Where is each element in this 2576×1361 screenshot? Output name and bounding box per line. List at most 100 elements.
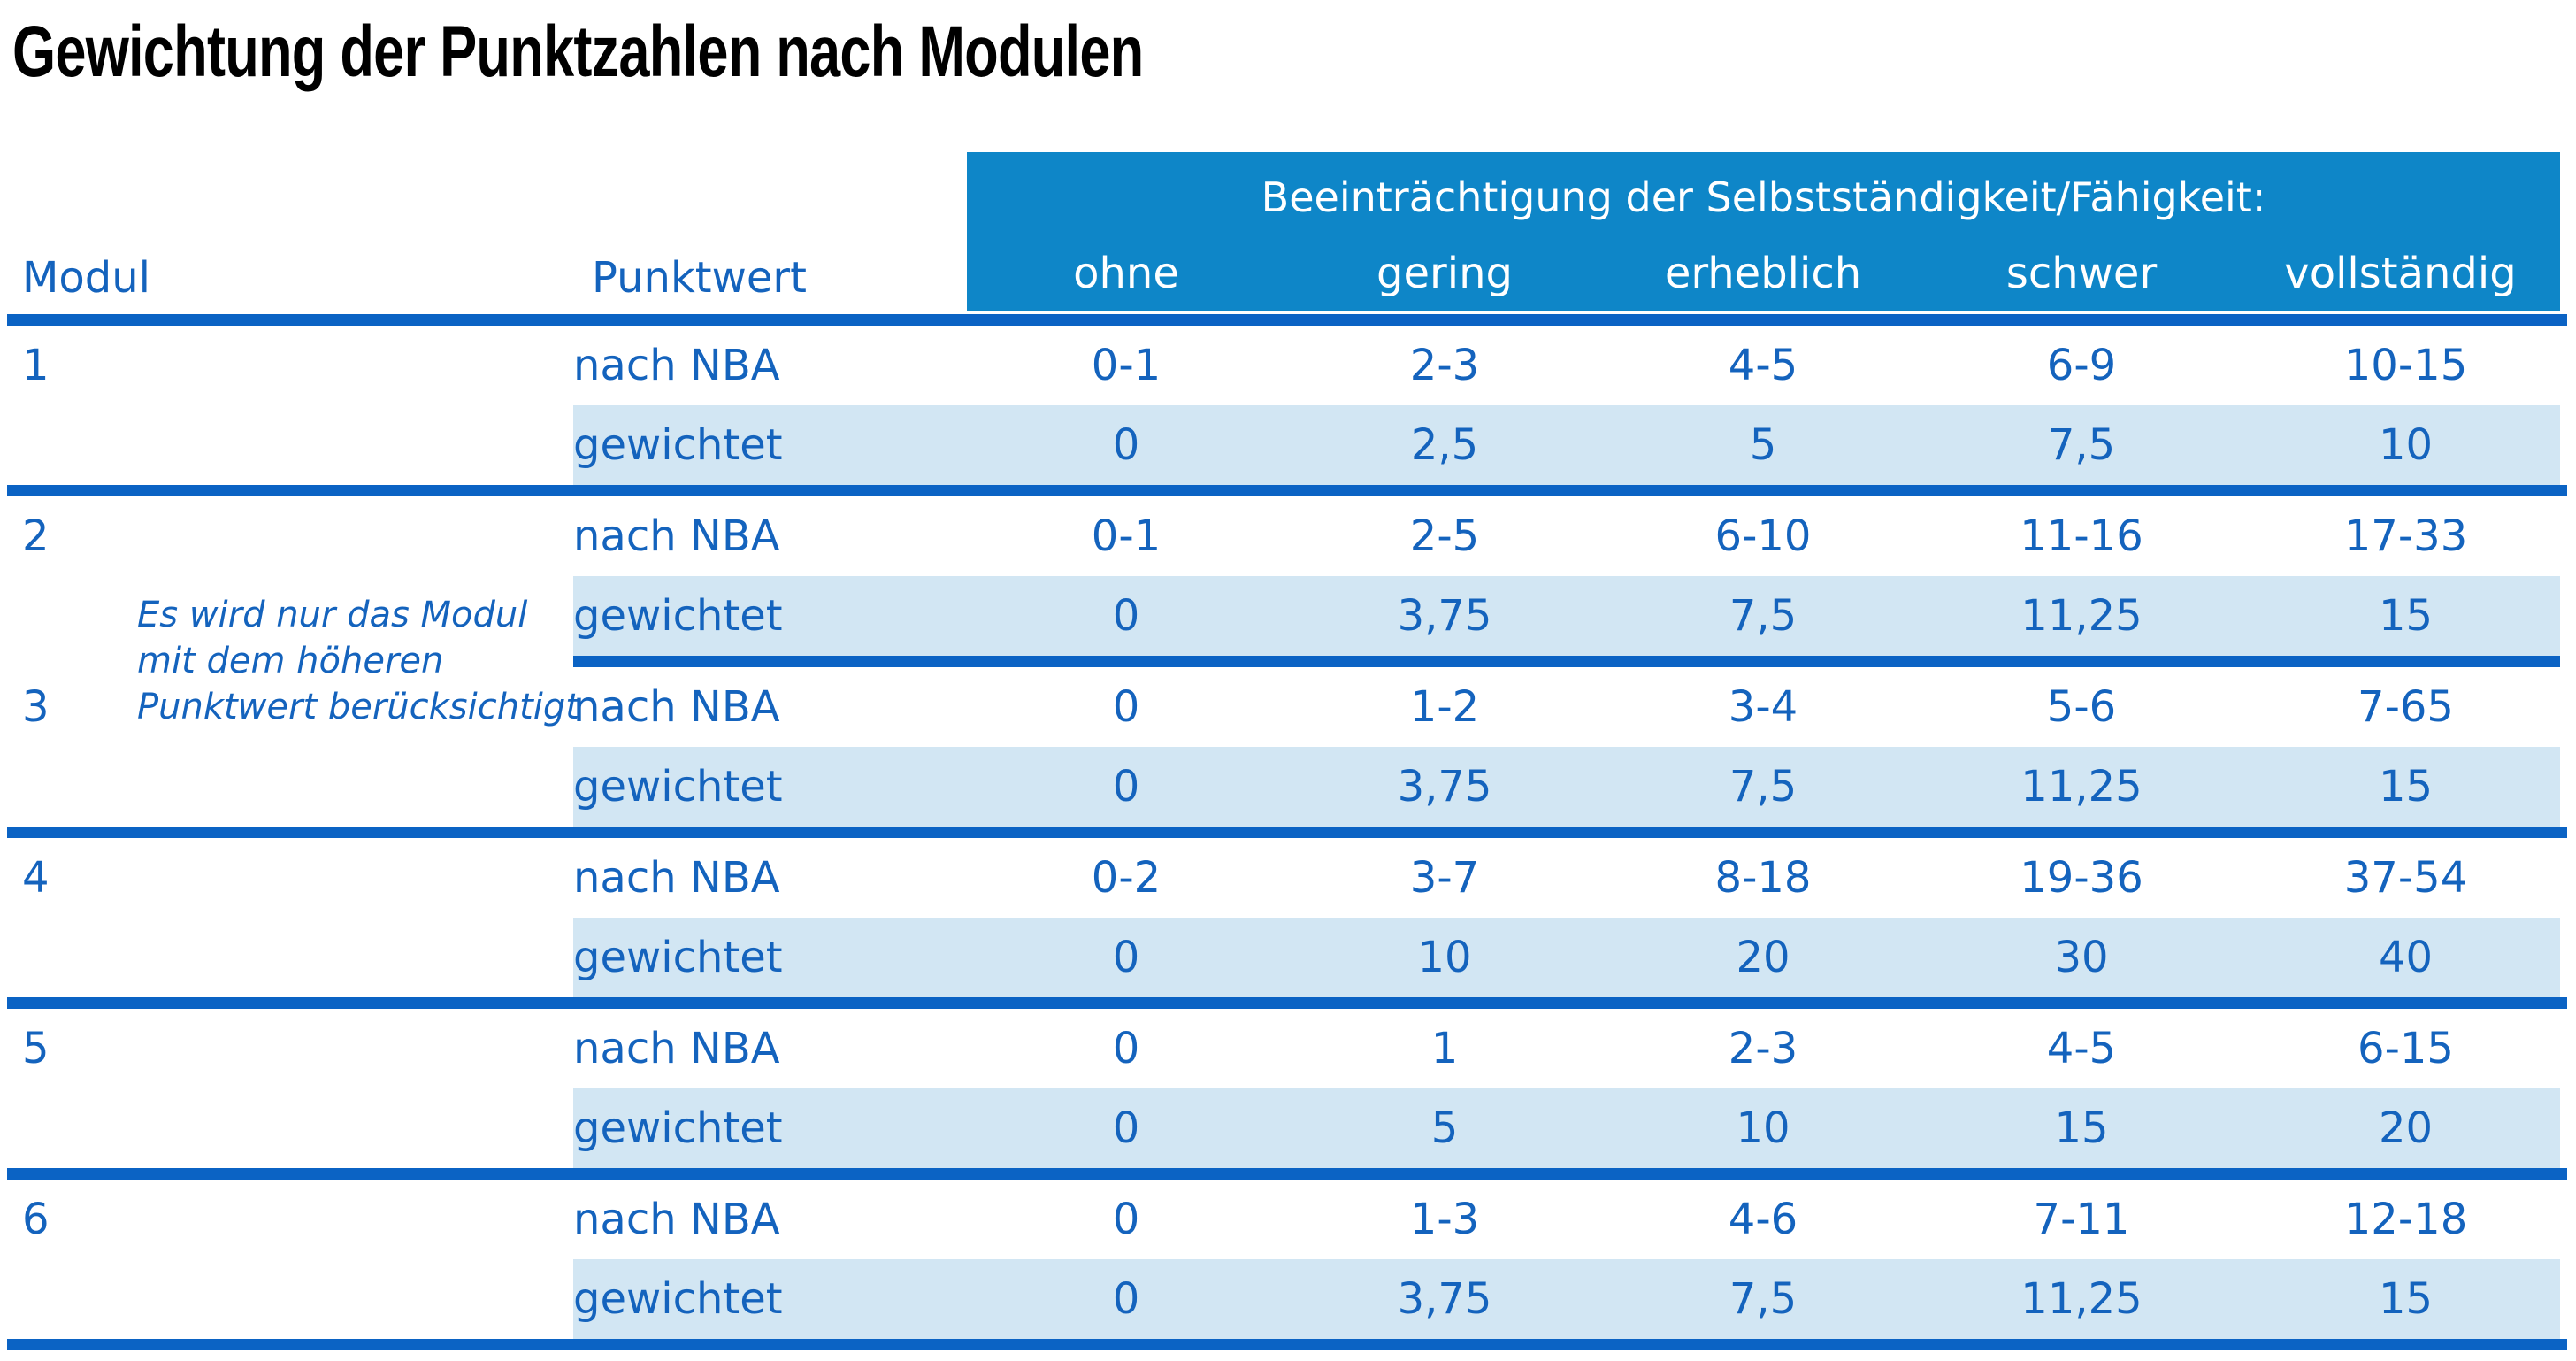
value-cell: 7-65 xyxy=(2358,682,2454,732)
table-row-module5-nba: 5 nach NBA 0 1 2-3 4-5 6-15 xyxy=(0,1009,2576,1088)
value-cell: 7-11 xyxy=(2033,1195,2130,1244)
table-body: 1 nach NBA 0-1 2-3 4-5 6-9 10-15 gewicht… xyxy=(0,326,2576,1350)
module-number: 3 xyxy=(22,682,50,732)
group-divider-partial xyxy=(573,656,2560,667)
value-cell: 0 xyxy=(1112,762,1140,811)
row-label: gewichtet xyxy=(573,1274,783,1324)
note-line-3: Punktwert berücksichtigt xyxy=(137,687,579,727)
value-cell: 10 xyxy=(1736,1103,1790,1153)
value-cell: 4-6 xyxy=(1728,1195,1798,1244)
page-title: Gewichtung der Punktzahlen nach Modulen xyxy=(12,12,1144,92)
row-label: gewichtet xyxy=(573,591,783,641)
module-number-empty xyxy=(0,1259,573,1339)
value-cell: 0 xyxy=(1112,1103,1140,1153)
row-label: nach NBA xyxy=(573,682,780,732)
table-row-module2-nba: 2 nach NBA 0-1 2-5 6-10 11-16 17-33 xyxy=(0,496,2576,576)
module-number: 2 xyxy=(22,511,50,561)
value-cell: 6-9 xyxy=(2046,341,2117,390)
impairment-header-label: Beeinträchtigung der Selbstständigkeit/F… xyxy=(1261,173,2266,221)
value-cell: 1 xyxy=(1430,1024,1459,1073)
module-number: 6 xyxy=(22,1195,50,1244)
value-cell: 40 xyxy=(2378,933,2434,982)
table-bottom-rule xyxy=(7,1339,2567,1350)
value-cell: 6-10 xyxy=(1714,511,1812,561)
value-cell: 0 xyxy=(1112,1274,1140,1324)
impairment-level-header-row: ohne gering erheblich schwer vollständig xyxy=(967,249,2560,298)
value-cell: 19-36 xyxy=(2020,853,2143,903)
row-label: nach NBA xyxy=(573,1195,780,1244)
value-cell: 10-15 xyxy=(2343,341,2468,390)
column-header-punktwert: Punktwert xyxy=(592,253,807,303)
value-cell: 5 xyxy=(1749,420,1777,470)
row-label: nach NBA xyxy=(573,341,780,390)
value-cell: 0 xyxy=(1112,1024,1140,1073)
module-2-3-note: Es wird nur das Modul mit dem höheren Pu… xyxy=(137,592,597,730)
value-cell: 1-2 xyxy=(1409,682,1480,732)
value-cell: 7,5 xyxy=(1729,762,1798,811)
table-row-module3-weighted: gewichtet 0 3,75 7,5 11,25 15 xyxy=(0,747,2576,827)
value-cell: 11,25 xyxy=(2020,591,2143,641)
value-cell: 3,75 xyxy=(1397,591,1492,641)
note-line-1: Es wird nur das Modul xyxy=(137,595,528,635)
module-number: 5 xyxy=(22,1024,50,1073)
value-cell: 4-5 xyxy=(1728,341,1798,390)
value-cell: 10 xyxy=(1417,933,1472,982)
value-cell: 3-4 xyxy=(1728,682,1798,732)
value-cell: 1-3 xyxy=(1409,1195,1480,1244)
value-cell: 3,75 xyxy=(1397,762,1492,811)
value-cell: 20 xyxy=(2378,1103,2434,1153)
value-cell: 10 xyxy=(2378,420,2434,470)
header-rule xyxy=(7,314,2567,326)
row-label: gewichtet xyxy=(573,762,783,811)
table-row-module4-weighted: gewichtet 0 10 20 30 40 xyxy=(0,918,2576,997)
value-cell: 5 xyxy=(1430,1103,1459,1153)
value-cell: 7,5 xyxy=(2047,420,2116,470)
header-level-erheblich: erheblich xyxy=(1664,249,1862,298)
group-divider xyxy=(7,997,2567,1009)
value-cell: 0-1 xyxy=(1091,511,1162,561)
value-cell: 5-6 xyxy=(2046,682,2117,732)
group-divider xyxy=(7,485,2567,496)
row-label: gewichtet xyxy=(573,420,783,470)
module-number: 1 xyxy=(22,341,50,390)
value-cell: 15 xyxy=(2378,1274,2434,1324)
value-cell: 0-2 xyxy=(1091,853,1162,903)
value-cell: 12-18 xyxy=(2343,1195,2468,1244)
value-cell: 0 xyxy=(1112,591,1140,641)
value-cell: 17-33 xyxy=(2343,511,2468,561)
header-level-vollstaendig: vollständig xyxy=(2284,249,2517,298)
value-cell: 7,5 xyxy=(1729,1274,1798,1324)
value-cell: 15 xyxy=(2378,591,2434,641)
value-cell: 8-18 xyxy=(1714,853,1812,903)
value-cell: 4-5 xyxy=(2046,1024,2117,1073)
value-cell: 20 xyxy=(1736,933,1790,982)
value-cell: 7,5 xyxy=(1729,591,1798,641)
module-number-empty xyxy=(0,405,573,485)
value-cell: 0 xyxy=(1112,1195,1140,1244)
value-cell: 2-3 xyxy=(1728,1024,1798,1073)
header-level-ohne: ohne xyxy=(1073,249,1179,298)
row-label: gewichtet xyxy=(573,1103,783,1153)
group-divider xyxy=(7,1168,2567,1180)
value-cell: 0 xyxy=(1112,933,1140,982)
value-cell: 11-16 xyxy=(2020,511,2143,561)
module-number-empty xyxy=(0,1088,573,1168)
value-cell: 2-3 xyxy=(1409,341,1480,390)
column-header-modul: Modul xyxy=(22,253,151,303)
table-row-module1-nba: 1 nach NBA 0-1 2-3 4-5 6-9 10-15 xyxy=(0,326,2576,405)
table-row-module2-weighted: gewichtet 0 3,75 7,5 11,25 15 xyxy=(0,576,2576,656)
row-label: nach NBA xyxy=(573,853,780,903)
header-level-gering: gering xyxy=(1376,249,1513,298)
value-cell: 15 xyxy=(2378,762,2434,811)
header-level-schwer: schwer xyxy=(2005,249,2158,298)
table-row-module6-weighted: gewichtet 0 3,75 7,5 11,25 15 xyxy=(0,1259,2576,1339)
value-cell: 11,25 xyxy=(2020,1274,2143,1324)
value-cell: 6-15 xyxy=(2358,1024,2454,1073)
group-divider xyxy=(7,827,2567,838)
value-cell: 0 xyxy=(1112,420,1140,470)
value-cell: 30 xyxy=(2054,933,2109,982)
row-label: gewichtet xyxy=(573,933,783,982)
table-row-module6-nba: 6 nach NBA 0 1-3 4-6 7-11 12-18 xyxy=(0,1180,2576,1259)
value-cell: 2,5 xyxy=(1410,420,1479,470)
